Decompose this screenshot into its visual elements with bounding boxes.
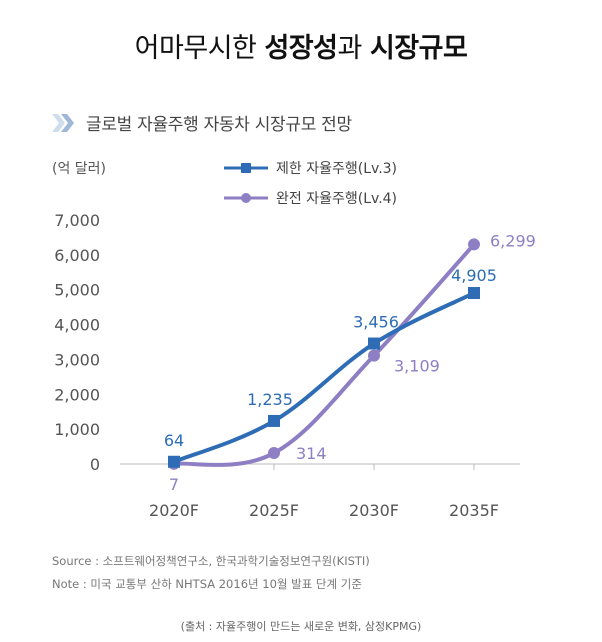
headline-part-1: 어마무시한 <box>134 33 265 64</box>
data-point-lv4 <box>368 349 380 362</box>
legend-item-lv3: 제한 자율주행(Lv.3) <box>224 158 397 178</box>
data-label-lv4: 7 <box>169 475 179 494</box>
y-tick-label: 7,000 <box>54 211 100 230</box>
footer-source: (출처 : 자율주행이 만드는 새로운 변화, 삼정KPMG) <box>180 620 422 633</box>
data-label-lv3: 64 <box>164 431 184 450</box>
series-line-lv4 <box>172 242 476 467</box>
headline-bold-2: 시장규모 <box>369 33 468 64</box>
y-tick-label: 2,000 <box>54 385 100 404</box>
x-tick-label: 2020F <box>149 501 199 520</box>
y-tick-label: 5,000 <box>54 281 100 300</box>
legend-line-circle-icon <box>224 193 268 203</box>
legend-label-lv4: 완전 자율주행(Lv.4) <box>276 191 398 207</box>
y-tick-label: 4,000 <box>54 316 100 335</box>
y-tick-label: 3,000 <box>54 350 100 369</box>
data-label-lv3: 4,905 <box>451 266 497 285</box>
notes: Source : 소프트웨어정책연구소, 한국과학기술정보연구원(KISTI) … <box>52 550 370 596</box>
definition-note: Note : 미국 교통부 산하 NHTSA 2016년 10월 발표 단계 기… <box>52 577 362 591</box>
y-tick-label: 0 <box>90 455 100 474</box>
x-tick-label: 2030F <box>349 501 399 520</box>
chart-title-row: 글로벌 자율주행 자동차 시장규모 전망 <box>52 110 352 135</box>
x-tick-label: 2035F <box>449 501 499 520</box>
headline-bold-1: 성장성 <box>264 33 338 64</box>
line-chart: 0 1,000 2,000 3,000 4,000 5,000 6,000 7,000 2020… <box>54 211 536 520</box>
y-tick-label: 1,000 <box>54 420 100 439</box>
data-point-lv4 <box>268 447 280 460</box>
data-point-lv4 <box>468 238 480 251</box>
y-tick-label: 6,000 <box>54 246 100 265</box>
series-line-lv3 <box>172 291 476 464</box>
data-label-lv4: 3,109 <box>394 357 440 376</box>
data-point-lv3 <box>168 455 180 468</box>
data-label-lv4: 6,299 <box>490 231 536 250</box>
data-label-lv4: 314 <box>296 444 327 463</box>
data-point-lv3 <box>268 414 280 427</box>
data-point-lv3 <box>368 337 380 350</box>
data-point-lv3 <box>468 287 480 300</box>
headline-part-2: 과 <box>337 33 370 64</box>
legend-item-lv4: 완전 자율주행(Lv.4) <box>224 188 397 208</box>
legend-line-square-icon <box>224 163 268 173</box>
y-axis-unit-label: (억 달러) <box>52 161 107 177</box>
headline: 어마무시한 성장성과 시장규모 <box>0 26 602 65</box>
data-label-lv3: 1,235 <box>247 390 293 409</box>
source-note: Source : 소프트웨어정책연구소, 한국과학기술정보연구원(KISTI) <box>52 554 370 568</box>
chart-title: 글로벌 자율주행 자동차 시장규모 전망 <box>86 115 352 135</box>
data-label-lv3: 3,456 <box>353 313 399 332</box>
double-chevron-icon <box>52 113 76 132</box>
legend-label-lv3: 제한 자율주행(Lv.3) <box>276 161 398 177</box>
x-tick-label: 2025F <box>249 501 299 520</box>
